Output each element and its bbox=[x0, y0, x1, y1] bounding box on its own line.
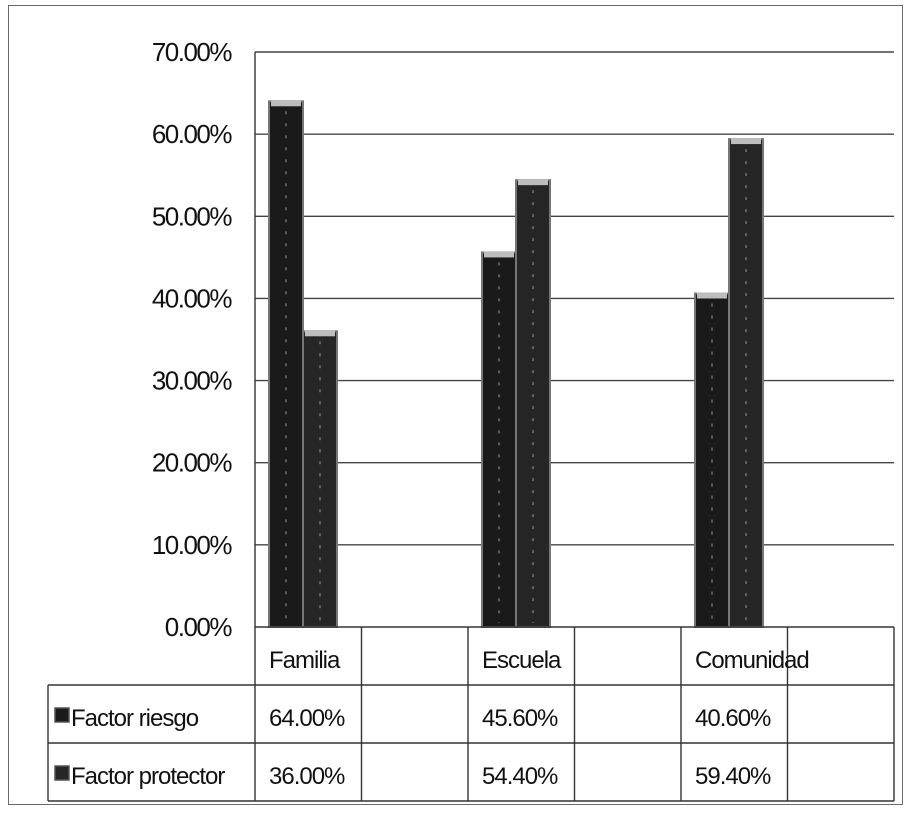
data-table-value: 40.60% bbox=[695, 705, 771, 732]
bar-chart: 0.00% 10.00% 20.00% 30.00% 40.00% 50.00% 60.00… bbox=[47, 37, 895, 802]
bar-factor-riesgo bbox=[481, 251, 517, 629]
data-table-value: 54.40% bbox=[482, 763, 558, 790]
data-table-value: 64.00% bbox=[269, 705, 345, 732]
y-tick-label: 70.00% bbox=[152, 37, 233, 67]
legend-label-factor-riesgo: Factor riesgo bbox=[71, 705, 199, 732]
legend-label-factor-protector: Factor protector bbox=[71, 763, 225, 790]
chart-frame: 0.00% 10.00% 20.00% 30.00% 40.00% 50.00% 60.00… bbox=[8, 5, 903, 805]
bar-factor-protector bbox=[515, 179, 551, 628]
bar-factor-protector-cap bbox=[305, 330, 335, 337]
y-tick-label: 50.00% bbox=[152, 201, 233, 231]
y-tick-label: 20.00% bbox=[152, 448, 233, 478]
data-table-value: 36.00% bbox=[269, 763, 345, 790]
legend-key-factor-protector bbox=[54, 765, 70, 781]
bar-factor-protector bbox=[728, 138, 764, 628]
y-tick-label: 40.00% bbox=[152, 283, 233, 313]
bar-factor-riesgo-cap bbox=[271, 100, 301, 107]
y-tick-label: 60.00% bbox=[152, 119, 233, 149]
bar-factor-riesgo-cap bbox=[484, 251, 514, 258]
bar-factor-protector-cap bbox=[731, 138, 761, 145]
data-table-value: 45.60% bbox=[482, 705, 558, 732]
category-label: Comunidad bbox=[695, 647, 809, 674]
bar-factor-protector-cap bbox=[518, 179, 548, 186]
data-table-value: 59.40% bbox=[695, 763, 771, 790]
bar-factor-riesgo-cap bbox=[697, 292, 727, 299]
category-label: Familia bbox=[269, 647, 341, 674]
y-tick-label: 10.00% bbox=[152, 530, 233, 560]
legend-key-factor-riesgo bbox=[54, 707, 70, 723]
y-tick-label: 30.00% bbox=[152, 366, 233, 396]
y-tick-label: 0.00% bbox=[165, 612, 233, 642]
category-label: Escuela bbox=[482, 647, 562, 674]
